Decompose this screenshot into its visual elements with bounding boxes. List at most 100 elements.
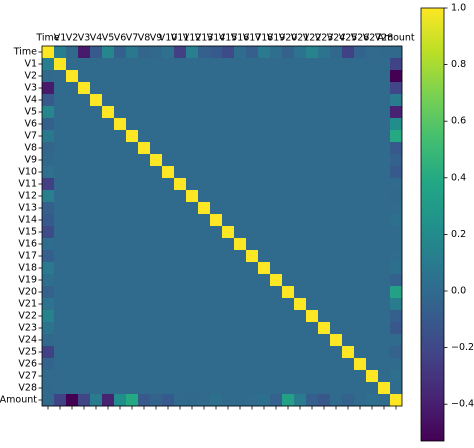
heatmap-cell [66,370,79,383]
heatmap-cell [210,238,223,251]
heatmap-cell [126,250,139,263]
heatmap-cell [306,334,319,347]
heatmap-cell [222,382,235,395]
heatmap-cell [270,202,283,215]
heatmap-cell [54,202,67,215]
heatmap-cell [198,166,211,179]
heatmap-cell [174,358,187,371]
heatmap-cell [294,286,307,299]
x-tick-label: V1 [54,33,67,44]
heatmap-cell [126,394,139,407]
heatmap-cell [258,310,271,323]
heatmap-cell [90,310,103,323]
heatmap-cell [42,46,55,59]
heatmap-cell [78,286,91,299]
heatmap-cell [198,94,211,107]
heatmap-cell [294,142,307,155]
heatmap-cell [186,250,199,263]
heatmap-cell [54,382,67,395]
heatmap-cell [66,250,79,263]
heatmap-cell [78,106,91,119]
heatmap-cell [366,94,379,107]
heatmap-cell [294,238,307,251]
heatmap-cell [138,70,151,83]
heatmap-cell [222,178,235,191]
heatmap-cell [306,154,319,167]
heatmap-cell [390,142,403,155]
heatmap-cell [342,46,355,59]
heatmap-cell [198,238,211,251]
heatmap-cell [270,250,283,263]
heatmap-cell [210,298,223,311]
heatmap-cell [222,322,235,335]
heatmap-cell [294,190,307,203]
heatmap-cell [138,310,151,323]
heatmap-cell [306,118,319,131]
heatmap-cell [306,322,319,335]
heatmap-cell [210,250,223,263]
heatmap-cell [390,358,403,371]
heatmap-cell [330,106,343,119]
heatmap-cell [246,226,259,239]
heatmap-cell [342,370,355,383]
heatmap-cell [210,334,223,347]
heatmap-cell [330,274,343,287]
heatmap-cell [90,118,103,131]
heatmap-cell [126,82,139,95]
heatmap-cell [174,322,187,335]
heatmap-cell [306,370,319,383]
x-tick-label: V19 [267,33,286,44]
heatmap-cell [366,250,379,263]
heatmap-cell [246,202,259,215]
heatmap-cell [246,154,259,167]
heatmap-cell [174,346,187,359]
heatmap-cell [66,346,79,359]
x-tick-label: V10 [159,33,178,44]
heatmap-cell [102,166,115,179]
heatmap-cell [330,118,343,131]
heatmap-cell [282,298,295,311]
x-tick-label: V14 [207,33,226,44]
y-tick-label: V12 [18,191,37,202]
heatmap-cell [342,322,355,335]
heatmap-cell [390,190,403,203]
y-tick-label: V9 [24,155,37,166]
heatmap-cell [114,298,127,311]
heatmap-cell [306,190,319,203]
heatmap-cell [354,334,367,347]
heatmap-cell [102,298,115,311]
heatmap-cell [198,286,211,299]
y-tick-label: V6 [24,119,37,130]
heatmap-cell [126,358,139,371]
heatmap-cell [162,94,175,107]
heatmap-cell [234,394,247,407]
heatmap-cell [330,82,343,95]
heatmap-cell [54,58,67,71]
heatmap-cell [114,322,127,335]
colorbar-tick-label: 0.8 [451,59,466,70]
heatmap-cell [198,262,211,275]
heatmap-cell [174,202,187,215]
colorbar-tick-label: 0.4 [451,172,466,183]
heatmap-cell [78,250,91,263]
heatmap-cell [174,370,187,383]
heatmap-cell [210,322,223,335]
heatmap-cell [138,346,151,359]
heatmap-cell [102,238,115,251]
heatmap-cell [330,310,343,323]
heatmap-cell [330,130,343,143]
heatmap-cell [90,106,103,119]
heatmap-cell [198,226,211,239]
heatmap-cell [330,190,343,203]
heatmap-cell [66,322,79,335]
heatmap-cell [258,262,271,275]
heatmap-cell [186,214,199,227]
heatmap-cell [366,382,379,395]
heatmap-cell [66,286,79,299]
heatmap-cell [90,94,103,107]
heatmap-cell [66,310,79,323]
heatmap-cell [330,142,343,155]
heatmap-cell [270,142,283,155]
x-tick-label: Amount [377,33,415,44]
heatmap-cell [126,286,139,299]
